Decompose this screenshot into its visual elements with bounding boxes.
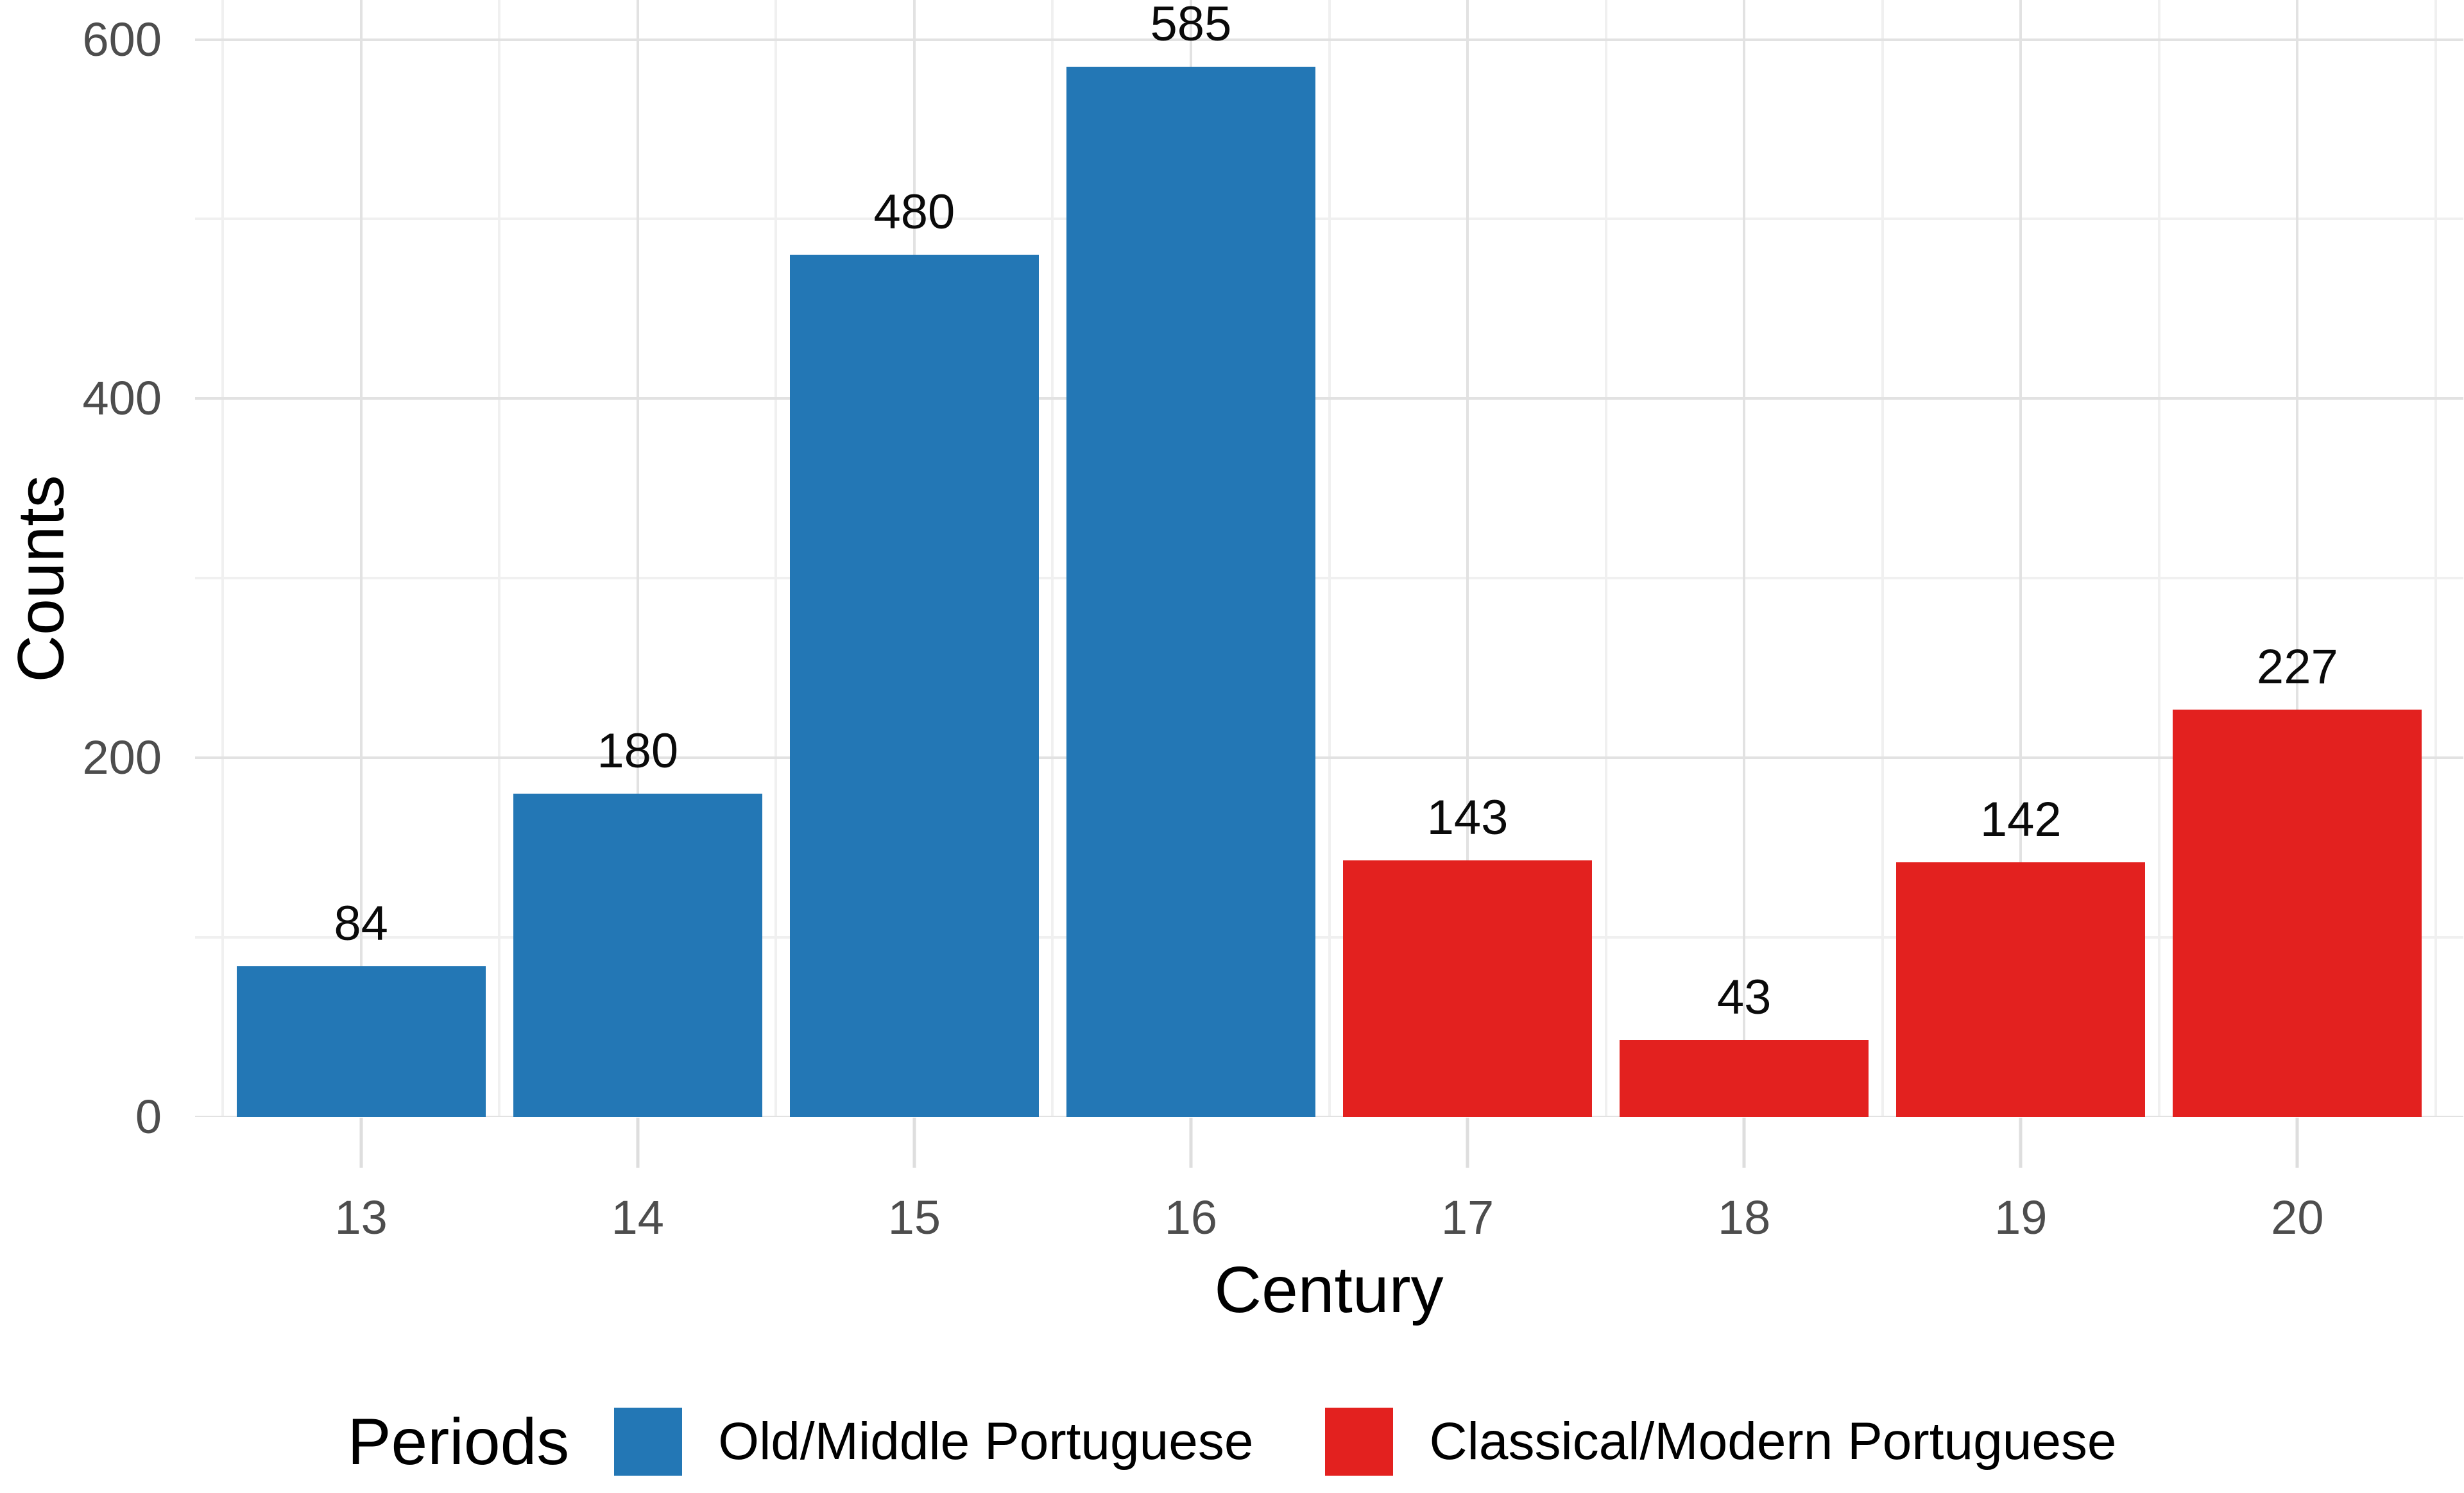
x-tick — [912, 1118, 916, 1168]
gridline-minor-vertical — [1604, 0, 1607, 1117]
legend: Periods Old/Middle Portuguese Classical/M… — [0, 1378, 2464, 1493]
bar-15 — [789, 255, 1039, 1117]
gridline-major-vertical — [1466, 0, 1469, 1117]
x-tick-label: 18 — [1717, 1191, 1771, 1244]
legend-items: Old/Middle Portuguese Classical/Modern Po… — [614, 1408, 2117, 1476]
x-tick-label: 20 — [2271, 1191, 2324, 1244]
gridline-minor-vertical — [498, 0, 501, 1117]
legend-swatch — [614, 1408, 683, 1476]
legend-item-label: Classical/Modern Portuguese — [1429, 1412, 2117, 1471]
gridline-major-vertical — [2019, 0, 2023, 1117]
x-tick-label: 15 — [887, 1191, 941, 1244]
gridline-major-vertical — [359, 0, 363, 1117]
bar-value-label: 84 — [334, 896, 388, 951]
x-tick — [1742, 1118, 1746, 1168]
bar-18 — [1620, 1039, 1869, 1117]
x-tick-label: 16 — [1164, 1191, 1218, 1244]
gridline-major-vertical — [1743, 0, 1746, 1117]
bar-value-label: 585 — [1150, 0, 1232, 51]
gridline-minor-vertical — [1051, 0, 1054, 1117]
gridline-major-horizontal — [195, 756, 2463, 760]
x-tick-label: 17 — [1441, 1191, 1494, 1244]
bar-value-label: 480 — [873, 185, 955, 240]
gridline-major-horizontal — [195, 397, 2463, 400]
y-tick-label: 200 — [82, 731, 162, 785]
gridline-major-horizontal — [195, 1116, 2463, 1117]
gridline-minor-vertical — [774, 0, 778, 1117]
gridline-minor-vertical — [2157, 0, 2160, 1117]
legend-item: Classical/Modern Portuguese — [1325, 1408, 2117, 1476]
x-tick — [636, 1118, 640, 1168]
x-tick — [1189, 1118, 1193, 1168]
bar-14 — [513, 794, 762, 1117]
bar-13 — [236, 966, 486, 1117]
x-tick — [2295, 1118, 2299, 1168]
bar-value-label: 180 — [597, 724, 679, 779]
x-tick-label: 19 — [1994, 1191, 2048, 1244]
legend-item: Old/Middle Portuguese — [614, 1408, 1253, 1476]
x-tick — [1466, 1118, 1469, 1168]
x-tick — [359, 1118, 363, 1168]
gridline-major-horizontal — [195, 38, 2463, 41]
y-tick-label: 0 — [135, 1090, 162, 1143]
x-tick-label: 14 — [611, 1191, 664, 1244]
x-tick-label: 13 — [334, 1191, 388, 1244]
gridline-minor-vertical — [221, 0, 225, 1117]
bar-value-label: 43 — [1716, 969, 1772, 1025]
bar-value-label: 142 — [1980, 792, 2062, 847]
x-axis-title: Century — [1214, 1253, 1444, 1326]
bar-20 — [2173, 709, 2422, 1117]
x-tick — [2019, 1118, 2023, 1168]
y-tick-label: 400 — [82, 371, 162, 425]
bar-17 — [1343, 860, 1593, 1117]
bar-16 — [1066, 66, 1315, 1117]
legend-title: Periods — [347, 1404, 570, 1478]
gridline-major-vertical — [2296, 0, 2299, 1117]
gridline-major-vertical — [636, 0, 639, 1117]
gridline-minor-vertical — [1328, 0, 1331, 1117]
y-tick-label: 600 — [82, 12, 162, 66]
gridline-minor-vertical — [1881, 0, 1884, 1117]
bar-value-label: 227 — [2256, 639, 2338, 694]
legend-item-label: Old/Middle Portuguese — [718, 1412, 1254, 1471]
gridline-minor-vertical — [2434, 0, 2437, 1117]
y-axis-title: Counts — [4, 475, 78, 683]
plot-panel: 84 180 480 585 143 43 142 227 — [195, 0, 2463, 1117]
legend-swatch — [1325, 1408, 1394, 1476]
bar-19 — [1896, 862, 2146, 1117]
bar-value-label: 143 — [1426, 790, 1509, 845]
